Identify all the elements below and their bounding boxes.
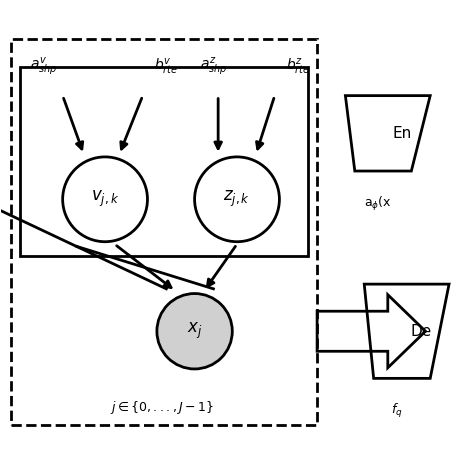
Text: De: De (410, 324, 431, 339)
Text: $a^{v}_{shp}$: $a^{v}_{shp}$ (30, 55, 57, 77)
Text: $b^{z}_{rte}$: $b^{z}_{rte}$ (286, 57, 310, 77)
Text: $f_{q}$: $f_{q}$ (392, 402, 403, 420)
Bar (20, 67, 308, 256)
Circle shape (195, 157, 279, 242)
Text: $\mathrm{a}_{\phi}(\mathrm{x}$: $\mathrm{a}_{\phi}(\mathrm{x}$ (365, 195, 392, 213)
Text: $j \in \{0,...,J-1\}$: $j \in \{0,...,J-1\}$ (109, 399, 214, 416)
Text: $z_{j,k}$: $z_{j,k}$ (223, 189, 251, 210)
Text: $x_{j}$: $x_{j}$ (187, 321, 202, 341)
Text: En: En (392, 126, 411, 141)
Text: $a^{z}_{shp}$: $a^{z}_{shp}$ (200, 55, 227, 77)
Text: $v_{j,k}$: $v_{j,k}$ (91, 189, 119, 210)
Circle shape (157, 293, 232, 369)
Bar (11, 39, 317, 426)
Text: $b^{v}_{rte}$: $b^{v}_{rte}$ (154, 57, 178, 77)
Circle shape (63, 157, 147, 242)
